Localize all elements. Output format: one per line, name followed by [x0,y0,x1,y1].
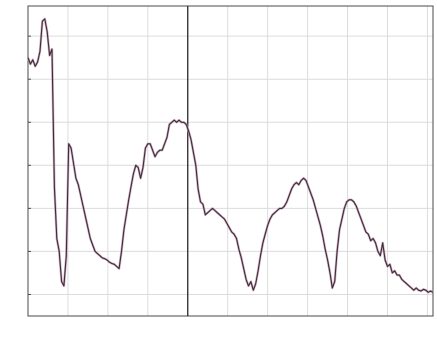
series-line [27,18,434,293]
grid [27,6,433,316]
series-group [26,6,434,316]
plot-area-border [27,5,434,317]
